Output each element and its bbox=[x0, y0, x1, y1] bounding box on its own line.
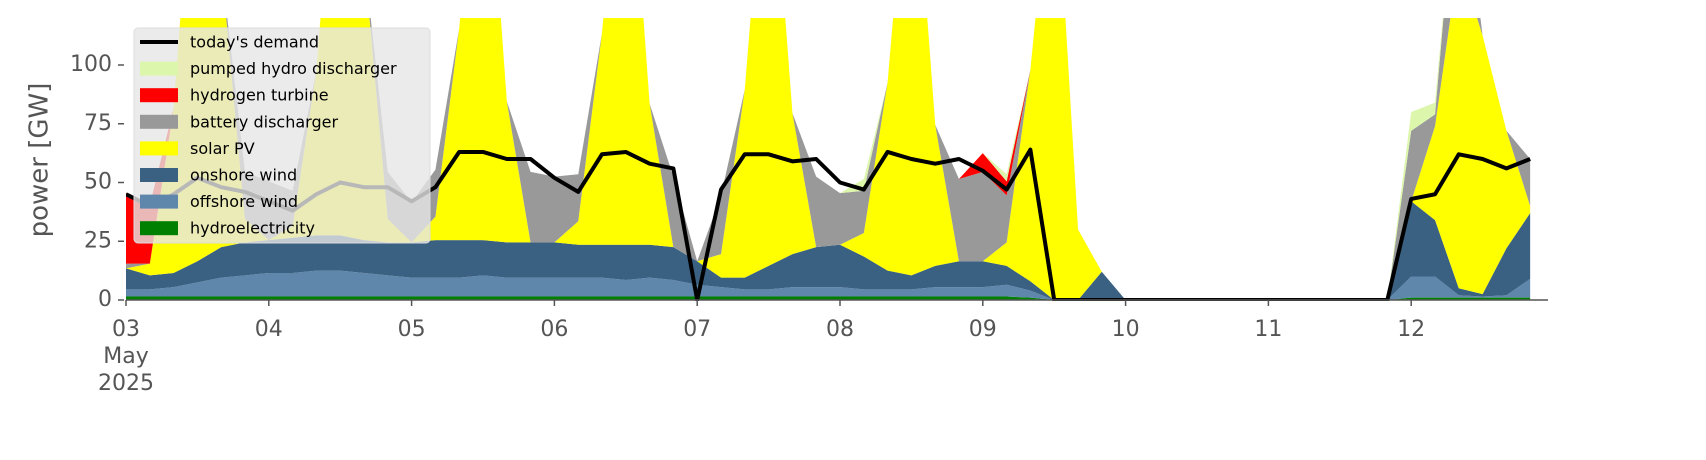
x-tick-label: 09 bbox=[968, 317, 997, 342]
legend-swatch bbox=[140, 141, 178, 156]
legend-swatch bbox=[140, 168, 178, 182]
legend-box bbox=[133, 27, 431, 244]
x-tick-label: 12 bbox=[1397, 317, 1426, 342]
legend-label: onshore wind bbox=[190, 166, 297, 185]
legend-label: today's demand bbox=[190, 33, 319, 52]
x-tick-label: 10 bbox=[1111, 317, 1140, 342]
area bbox=[126, 270, 1531, 300]
y-tick-label: 75 bbox=[84, 111, 112, 136]
area bbox=[126, 18, 1531, 300]
x-tick-label: 04 bbox=[254, 317, 283, 342]
x-tick-label: 07 bbox=[683, 317, 712, 342]
x-tick-label: 06 bbox=[540, 317, 569, 342]
x-tick-label: 11 bbox=[1254, 317, 1283, 342]
legend-label: battery discharger bbox=[190, 112, 338, 131]
x-tick-label: 08 bbox=[825, 317, 854, 342]
y-tick-label: 50 bbox=[84, 170, 112, 195]
area bbox=[126, 201, 1531, 300]
legend-swatch bbox=[140, 114, 178, 129]
legend-swatch bbox=[140, 88, 178, 103]
legend-label: hydroelectricity bbox=[190, 219, 315, 238]
area bbox=[126, 18, 1531, 300]
x-tick-label: 05 bbox=[397, 317, 426, 342]
legend-label: pumped hydro discharger bbox=[190, 59, 397, 78]
legend-swatch bbox=[140, 61, 178, 76]
y-tick-label: 25 bbox=[84, 228, 112, 253]
y-tick-label: 100 bbox=[70, 52, 112, 77]
legend-label: offshore wind bbox=[190, 192, 298, 211]
legend-label: hydrogen turbine bbox=[190, 86, 329, 105]
y-tick-label: 0 bbox=[98, 287, 112, 312]
y-axis-label: power [GW] bbox=[25, 83, 55, 238]
legend-label: solar PV bbox=[190, 139, 255, 158]
legend-swatch bbox=[140, 194, 178, 209]
area bbox=[126, 296, 1531, 300]
legend-swatch bbox=[140, 221, 178, 236]
x-tick-label: 03 May 2025 bbox=[98, 317, 154, 396]
